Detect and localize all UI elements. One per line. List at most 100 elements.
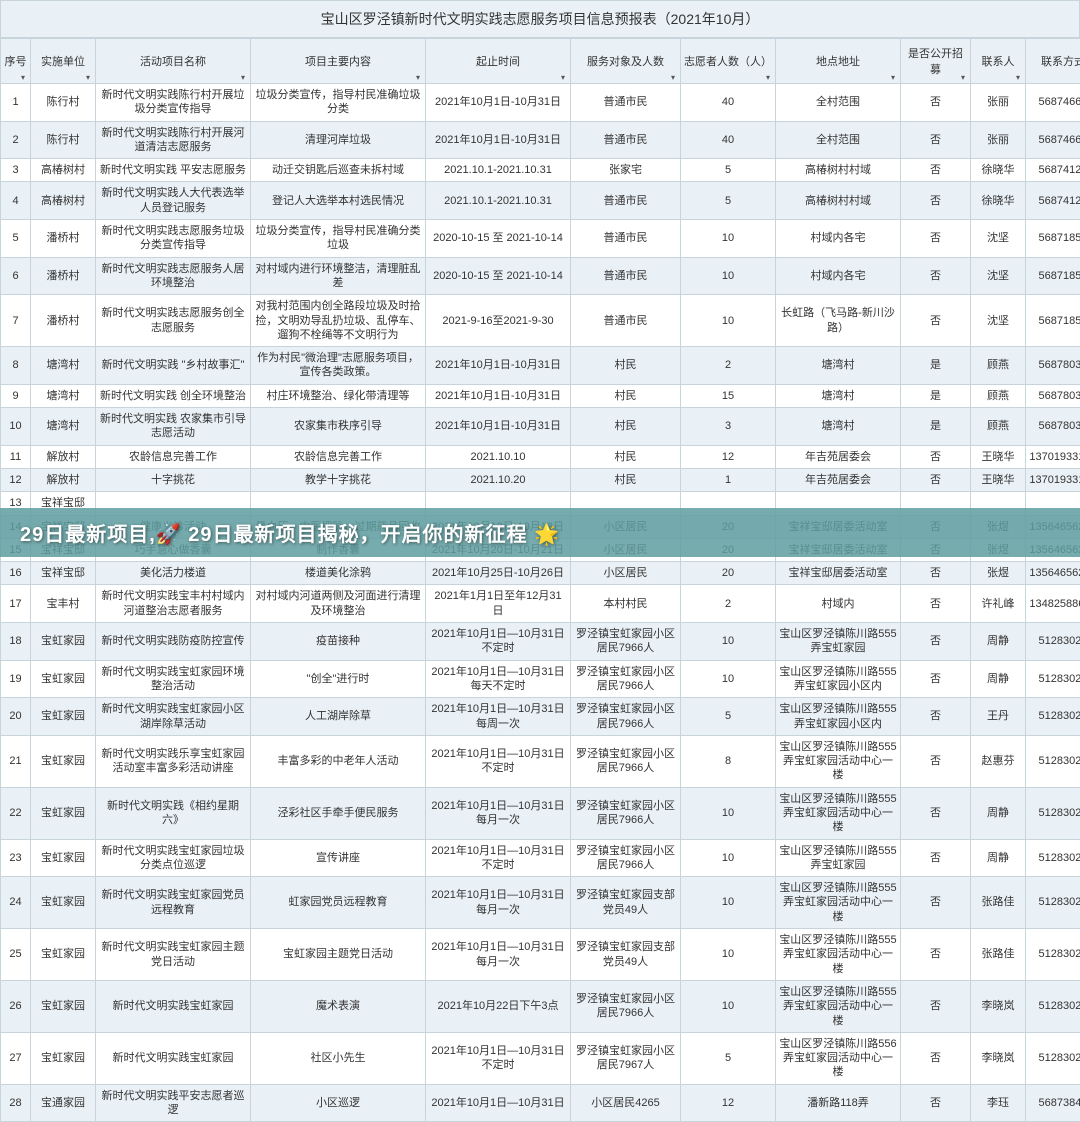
table-cell: 垃圾分类宣传，指导村民准确垃圾分类 xyxy=(251,84,426,122)
table-row: 27宝虹家园新时代文明实践宝虹家园社区小先生2021年10月1日—10月31日不… xyxy=(1,1032,1080,1084)
table-cell: 宝丰村 xyxy=(31,585,96,623)
table-cell: 长虹路（飞马路-新川沙路） xyxy=(776,295,901,347)
table-cell: 十字挑花 xyxy=(96,468,251,491)
table-cell: 小区居民4265 xyxy=(571,1084,681,1122)
column-header[interactable]: 联系人 xyxy=(971,39,1026,84)
promo-overlay-banner: 29日最新项目,🚀 29日最新项目揭秘，开启你的新征程 🌟 xyxy=(0,508,1080,557)
table-cell: 2021年10月22日下午3点 xyxy=(426,980,571,1032)
table-cell: 虹家园党员远程教育 xyxy=(251,877,426,929)
table-cell: 56874120 xyxy=(1026,182,1080,220)
column-header[interactable]: 活动项目名称 xyxy=(96,39,251,84)
table-cell: 新时代文明实践志愿服务创全志愿服务 xyxy=(96,295,251,347)
table-cell: 12 xyxy=(681,445,776,468)
table-cell: 周静 xyxy=(971,623,1026,661)
table-cell: 宝祥宝邸居委活动室 xyxy=(776,562,901,585)
table-cell: 宝山区罗泾镇陈川路555弄宝虹家园活动中心一楼 xyxy=(776,929,901,981)
table-cell: 丰富多彩的中老年人活动 xyxy=(251,735,426,787)
table-cell: 宝山区罗泾镇陈川路555弄宝虹家园 xyxy=(776,623,901,661)
table-cell: 塘湾村 xyxy=(776,347,901,385)
table-cell: 51283025 xyxy=(1026,877,1080,929)
table-cell: 2021.10.20 xyxy=(426,468,571,491)
report-table-container: 宝山区罗泾镇新时代文明实践志愿服务项目信息预报表（2021年10月） 序号实施单… xyxy=(0,0,1080,1122)
table-cell: 王丹 xyxy=(971,698,1026,736)
table-cell: 12 xyxy=(1,468,31,491)
table-cell: 新时代文明实践宝虹家园环境整治活动 xyxy=(96,660,251,698)
filter-dropdown-icon[interactable] xyxy=(763,71,773,81)
table-cell: 社区小先生 xyxy=(251,1032,426,1084)
column-header[interactable]: 项目主要内容 xyxy=(251,39,426,84)
table-cell: 许礼峰 xyxy=(971,585,1026,623)
overlay-text: 29日最新项目,🚀 29日最新项目揭秘，开启你的新征程 🌟 xyxy=(20,524,560,546)
table-cell: 5 xyxy=(1,220,31,258)
column-header[interactable]: 是否公开招募 xyxy=(901,39,971,84)
table-cell: 27 xyxy=(1,1032,31,1084)
table-cell: 周静 xyxy=(971,660,1026,698)
table-cell: 清理河岸垃圾 xyxy=(251,121,426,159)
table-cell: 村民 xyxy=(571,468,681,491)
filter-dropdown-icon[interactable] xyxy=(413,71,423,81)
column-header[interactable]: 地点地址 xyxy=(776,39,901,84)
filter-dropdown-icon[interactable] xyxy=(558,71,568,81)
table-cell: 新时代文明实践 创全环境整治 xyxy=(96,384,251,407)
table-cell: 22 xyxy=(1,787,31,839)
table-cell: 罗泾镇宝虹家园小区居民7966人 xyxy=(571,839,681,877)
table-cell: 赵惠芬 xyxy=(971,735,1026,787)
table-cell: 10 xyxy=(681,660,776,698)
table-cell: 25 xyxy=(1,929,31,981)
table-cell: 2021.10.1-2021.10.31 xyxy=(426,182,571,220)
table-cell: 罗泾镇宝虹家园支部党员49人 xyxy=(571,929,681,981)
table-cell: 高椿树村村域 xyxy=(776,182,901,220)
table-cell: 13564656283 xyxy=(1026,562,1080,585)
table-cell: 51283025 xyxy=(1026,839,1080,877)
column-header[interactable]: 志愿者人数（人） xyxy=(681,39,776,84)
filter-dropdown-icon[interactable] xyxy=(1013,71,1023,81)
table-cell: 年吉苑居委会 xyxy=(776,445,901,468)
table-row: 25宝虹家园新时代文明实践宝虹家园主题党日活动宝虹家园主题党日活动2021年10… xyxy=(1,929,1080,981)
table-cell: 新时代文明实践宝虹家园 xyxy=(96,980,251,1032)
column-header-label: 是否公开招募 xyxy=(908,48,963,76)
table-cell: 高椿树村 xyxy=(31,159,96,182)
table-cell: 新时代文明实践宝丰村村域内河道整治志愿者服务 xyxy=(96,585,251,623)
column-header-label: 项目主要内容 xyxy=(305,56,371,68)
table-cell: 新时代文明实践陈行村开展垃圾分类宣传指导 xyxy=(96,84,251,122)
table-cell: 7 xyxy=(1,295,31,347)
table-cell: 罗泾镇宝虹家园小区居民7966人 xyxy=(571,698,681,736)
table-row: 5潘桥村新时代文明实践志愿服务垃圾分类宣传指导垃圾分类宣传，指导村民准确分类垃圾… xyxy=(1,220,1080,258)
table-row: 4高椿树村新时代文明实践人大代表选举人员登记服务登记人大选举本村选民情况2021… xyxy=(1,182,1080,220)
column-header[interactable]: 联系方式 xyxy=(1026,39,1080,84)
filter-dropdown-icon[interactable] xyxy=(83,71,93,81)
table-cell: 村民 xyxy=(571,347,681,385)
table-cell: 普通市民 xyxy=(571,220,681,258)
column-header[interactable]: 实施单位 xyxy=(31,39,96,84)
table-row: 20宝虹家园新时代文明实践宝虹家园小区湖岸除草活动人工湖岸除草2021年10月1… xyxy=(1,698,1080,736)
table-cell: 对我村范围内创全路段垃圾及时拾捡，文明劝导乱扔垃圾、乱停车、遛狗不栓绳等不文明行… xyxy=(251,295,426,347)
table-cell: 顾燕 xyxy=(971,408,1026,446)
table-cell: 普通市民 xyxy=(571,182,681,220)
table-title: 宝山区罗泾镇新时代文明实践志愿服务项目信息预报表（2021年10月） xyxy=(0,0,1080,38)
filter-dropdown-icon[interactable] xyxy=(958,71,968,81)
column-header[interactable]: 序号 xyxy=(1,39,31,84)
filter-dropdown-icon[interactable] xyxy=(888,71,898,81)
table-cell: 罗泾镇宝虹家园支部党员49人 xyxy=(571,877,681,929)
filter-dropdown-icon[interactable] xyxy=(18,71,28,81)
table-cell: 普通市民 xyxy=(571,295,681,347)
table-cell: 高椿树村 xyxy=(31,182,96,220)
table-cell: 56878032 xyxy=(1026,408,1080,446)
table-cell: 5 xyxy=(681,1032,776,1084)
table-cell: 2021年10月1日-10月31日 xyxy=(426,347,571,385)
table-cell: 本村村民 xyxy=(571,585,681,623)
column-header[interactable]: 起止时间 xyxy=(426,39,571,84)
table-cell: 是 xyxy=(901,384,971,407)
table-cell: 张家宅 xyxy=(571,159,681,182)
table-cell: 罗泾镇宝虹家园小区居民7967人 xyxy=(571,1032,681,1084)
filter-dropdown-icon[interactable] xyxy=(238,71,248,81)
filter-dropdown-icon[interactable] xyxy=(668,71,678,81)
table-cell: 40 xyxy=(681,84,776,122)
table-cell: 56871856 xyxy=(1026,220,1080,258)
table-cell: 王晓华 xyxy=(971,445,1026,468)
table-cell: 潘新路118弄 xyxy=(776,1084,901,1122)
table-cell: 魔术表演 xyxy=(251,980,426,1032)
table-row: 21宝虹家园新时代文明实践乐享宝虹家园活动室丰富多彩活动讲座丰富多彩的中老年人活… xyxy=(1,735,1080,787)
table-body: 1陈行村新时代文明实践陈行村开展垃圾分类宣传指导垃圾分类宣传，指导村民准确垃圾分… xyxy=(1,84,1080,1122)
column-header[interactable]: 服务对象及人数 xyxy=(571,39,681,84)
